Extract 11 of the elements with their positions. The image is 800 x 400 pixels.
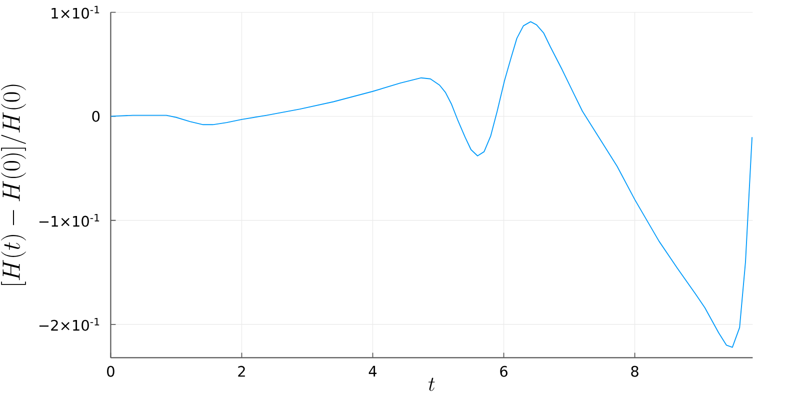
y-tick-label: 1×10$^{-1}$ [52,6,100,19]
x-tick-label: 0 [107,366,114,377]
y-tick-label: −1×10$^{-1}$ [39,214,100,227]
x-tick-label: 8 [631,366,638,377]
y-tick-label: 0 [92,110,100,122]
x-axis-title: $t$ [428,378,435,391]
y-tick-label: −2×10$^{-1}$ [39,318,100,331]
y-axis-title: $\big[H(t) - H(0)\big]/H(0)$ [1,84,26,285]
x-tick-label: 2 [238,366,245,377]
x-tick-label: 4 [368,366,377,376]
x-tick-label: 6 [500,366,508,377]
